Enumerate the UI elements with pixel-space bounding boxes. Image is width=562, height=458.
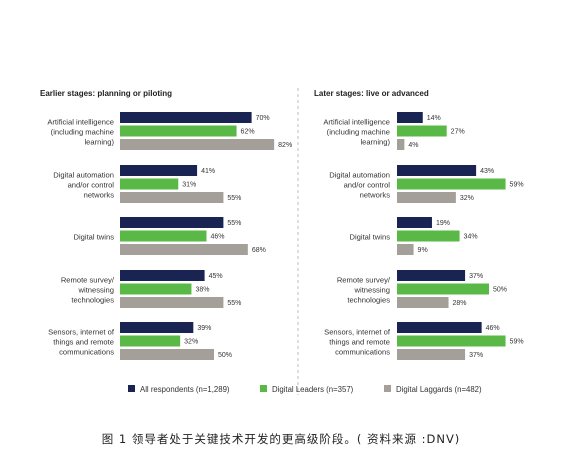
chart-figure: Earlier stages: planning or piloting Arti… <box>40 88 524 395</box>
data-label: 50% <box>493 287 507 294</box>
legend-swatch <box>128 385 135 392</box>
category-label: witnessing <box>354 285 390 294</box>
category-label: things and remote <box>329 337 390 346</box>
legend-label: All respondents (n=1,289) <box>140 385 230 394</box>
category-label: Sensors, internet of <box>324 327 391 336</box>
data-label: 68% <box>252 247 266 254</box>
category-label: (including machine <box>327 127 390 136</box>
bar <box>120 230 207 242</box>
category-label: networks <box>84 190 115 199</box>
bar <box>397 230 460 242</box>
category-label: Digital automation <box>53 170 114 179</box>
legend-label: Digital Leaders (n=357) <box>272 385 354 394</box>
bar <box>120 283 192 295</box>
data-label: 43% <box>480 168 494 175</box>
data-label: 39% <box>197 325 211 332</box>
data-label: 37% <box>469 352 483 359</box>
data-label: 14% <box>427 115 441 122</box>
bar <box>120 349 214 360</box>
data-label: 55% <box>227 220 241 227</box>
data-label: 82% <box>278 142 292 149</box>
category-label: technologies <box>347 295 390 304</box>
bar <box>120 322 194 333</box>
data-label: 19% <box>436 220 450 227</box>
category-label: technologies <box>71 295 114 304</box>
bar <box>397 349 466 360</box>
category-label: and/or control <box>344 180 391 189</box>
data-label: 41% <box>201 168 215 175</box>
bar <box>397 125 447 137</box>
data-label: 32% <box>184 339 198 346</box>
category-label: Digital automation <box>329 170 390 179</box>
bar <box>397 139 405 150</box>
category-label: communications <box>59 347 114 356</box>
data-label: 28% <box>453 300 467 307</box>
data-label: 50% <box>218 352 232 359</box>
data-label: 32% <box>460 195 474 202</box>
data-label: 59% <box>510 182 524 189</box>
category-label: Artificial intelligence <box>47 117 114 126</box>
panel-title: Later stages: live or advanced <box>314 89 429 98</box>
bar <box>120 217 224 228</box>
data-label: 46% <box>486 325 500 332</box>
bar <box>120 297 224 308</box>
bar <box>397 178 506 190</box>
bar <box>397 297 449 308</box>
data-label: 31% <box>182 182 196 189</box>
data-label: 59% <box>510 339 524 346</box>
bar <box>397 322 482 333</box>
data-label: 55% <box>227 300 241 307</box>
figure-caption: 图 1 领导者处于关键技术开发的更高级阶段。( 资料来源 :DNV) <box>101 432 461 446</box>
category-label: networks <box>360 190 391 199</box>
category-label: (including machine <box>51 127 114 136</box>
data-label: 4% <box>408 142 418 149</box>
bar <box>397 270 466 281</box>
legend-label: Digital Laggards (n=482) <box>396 385 482 394</box>
category-label: Artificial intelligence <box>323 117 390 126</box>
data-label: 34% <box>464 234 478 241</box>
bar <box>120 335 181 347</box>
bar <box>120 112 252 123</box>
bar <box>397 244 414 255</box>
data-label: 37% <box>469 273 483 280</box>
category-label: Digital twins <box>73 232 114 241</box>
bar <box>397 192 456 203</box>
category-label: learning) <box>360 137 390 146</box>
category-label: and/or control <box>68 180 115 189</box>
panel-title: Earlier stages: planning or piloting <box>40 89 172 98</box>
data-label: 27% <box>451 129 465 136</box>
category-label: witnessing <box>78 285 114 294</box>
category-label: Remote survey/ <box>337 275 391 284</box>
category-label: Digital twins <box>349 232 390 241</box>
data-label: 9% <box>418 247 428 254</box>
data-label: 55% <box>227 195 241 202</box>
data-label: 38% <box>195 287 209 294</box>
bar <box>397 217 432 228</box>
bar <box>397 283 489 295</box>
category-label: things and remote <box>53 337 114 346</box>
bar <box>120 270 205 281</box>
data-label: 45% <box>209 273 223 280</box>
category-label: Remote survey/ <box>61 275 115 284</box>
bar <box>120 244 248 255</box>
legend-swatch <box>260 385 267 392</box>
bar <box>397 335 506 347</box>
legend-swatch <box>384 385 391 392</box>
data-label: 46% <box>210 234 224 241</box>
bar <box>397 165 477 176</box>
bar <box>120 125 237 137</box>
category-label: communications <box>335 347 390 356</box>
data-label: 70% <box>256 115 270 122</box>
bar <box>120 165 198 176</box>
bar <box>120 139 275 150</box>
data-label: 62% <box>241 129 255 136</box>
category-label: Sensors, internet of <box>48 327 115 336</box>
category-label: learning) <box>84 137 114 146</box>
bar <box>120 192 224 203</box>
bar <box>397 112 423 123</box>
bar <box>120 178 179 190</box>
